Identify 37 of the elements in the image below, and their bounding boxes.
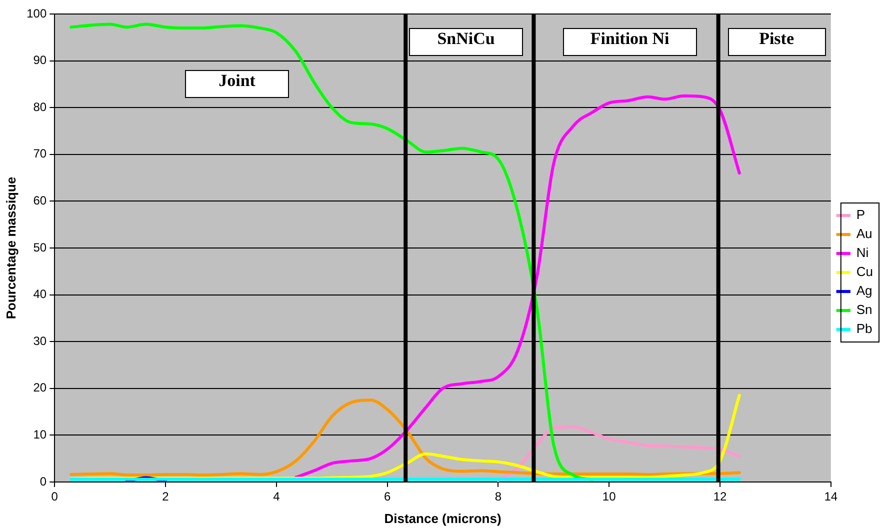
x-tick-label: 6	[384, 490, 391, 504]
y-tick-label: 100	[26, 6, 47, 20]
x-tick-label: 4	[273, 490, 280, 504]
annotation: SnNiCu	[437, 29, 495, 48]
y-tick-label: 70	[33, 146, 47, 161]
y-tick-label: 0	[40, 474, 47, 488]
label-box: SnNiCu	[409, 28, 524, 56]
annotation: Piste	[759, 29, 794, 48]
legend-label: Ag	[856, 283, 872, 298]
y-tick-label: 60	[33, 194, 47, 208]
label-box: Joint	[185, 70, 290, 98]
x-tick-label: 0	[51, 490, 58, 504]
y-tick-label: 80	[33, 100, 47, 114]
annotation: Joint	[218, 71, 256, 90]
legend-label: Pb	[856, 321, 872, 336]
x-axis-title: Distance (microns)	[384, 510, 502, 526]
y-tick-label: 30	[33, 334, 47, 348]
legend-label: Cu	[856, 264, 874, 280]
line-series	[294, 94, 741, 479]
y-tick-label: 40	[33, 287, 47, 302]
x-tick-label: 14	[824, 490, 838, 504]
label-box: Piste	[728, 28, 826, 56]
y-tick-label: 90	[33, 53, 47, 68]
y-tick-label: 50	[33, 240, 47, 254]
annotation: Finition Ni	[590, 29, 670, 48]
legend-label: Au	[856, 226, 872, 242]
x-tick-label: 12	[713, 490, 727, 504]
legend-label: Ni	[856, 245, 869, 260]
x-tick-label: 2	[162, 490, 170, 504]
y-axis-title: Pourcentage massique	[3, 176, 18, 320]
x-tick-label: 8	[494, 490, 502, 504]
legend-label: Sn	[856, 302, 872, 318]
y-tick-label: 20	[33, 380, 47, 395]
legend-label: P	[856, 207, 866, 222]
y-tick-label: 10	[33, 428, 47, 442]
label-box: Finition Ni	[562, 28, 697, 56]
x-tick-label: 10	[602, 490, 616, 504]
